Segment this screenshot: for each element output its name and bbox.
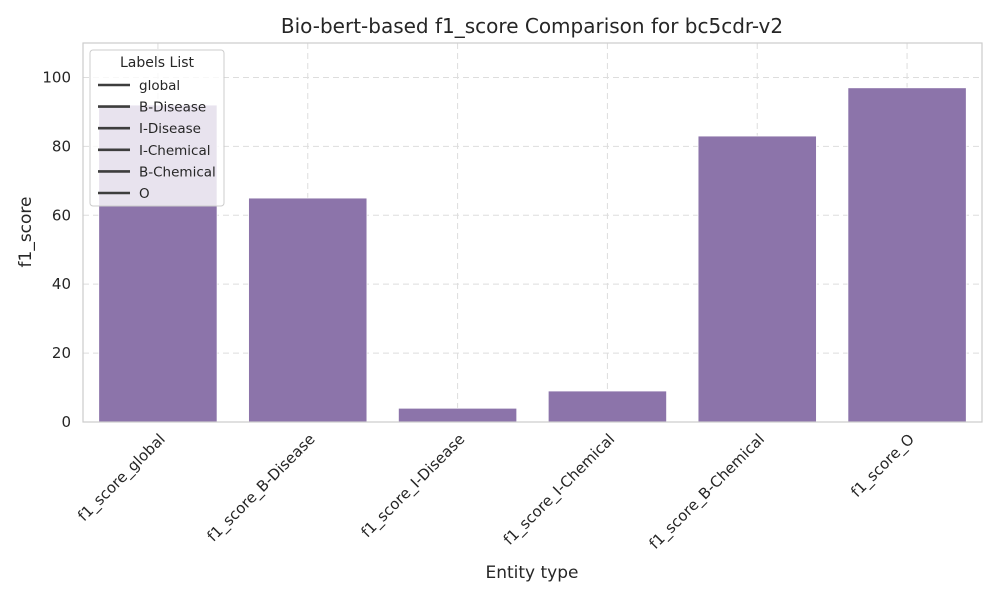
y-axis-label: f1_score [16,197,36,268]
legend-entry: global [139,78,180,94]
legend-entry: O [139,186,150,202]
bar-f1_score_I-Disease [397,407,518,423]
y-tick-label: 0 [61,413,71,431]
bars [98,87,967,423]
y-tick-label: 20 [52,344,71,362]
plot-frame [82,42,983,423]
y-tick-label: 80 [52,137,71,155]
legend-box [89,49,225,207]
legend-entry: B-Chemical [139,164,216,180]
legend-title: Labels List [120,55,194,71]
chart-title: Bio-bert-based f1_score Comparison for b… [281,14,783,38]
legend: Labels List global B-Disease I-Disease I-Che… [89,49,225,207]
bar-f1_score_I-Chemical [547,390,668,423]
legend-entry: I-Disease [139,121,201,137]
y-tick-label: 100 [42,68,71,86]
y-tick-label: 60 [52,206,71,224]
bar-f1_score_B-Chemical [697,135,817,423]
x-axis-label: Entity type [485,563,578,583]
legend-entry: B-Disease [139,100,206,116]
y-tick-label: 40 [52,275,71,293]
legend-entry: I-Chemical [139,143,211,159]
y-ticks: 0 20 40 60 80 100 [42,68,71,431]
bar-f1_score_O [847,87,967,423]
bar-f1_score_B-Disease [248,197,368,423]
